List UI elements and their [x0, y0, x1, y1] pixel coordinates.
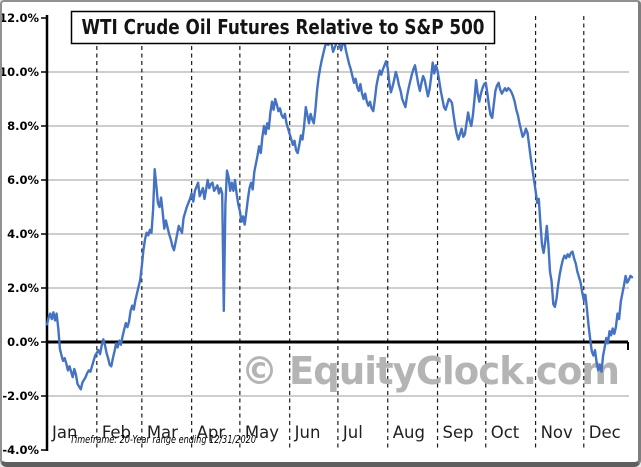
- y-tick-label: 8.0%: [7, 119, 39, 133]
- data-line-layer: [45, 38, 634, 391]
- y-tick-label: 0.0%: [7, 335, 39, 349]
- y-tick-label: 6.0%: [7, 173, 39, 187]
- x-month-label: Nov: [541, 423, 573, 442]
- wti-relative-sp500-line: [45, 38, 634, 391]
- chart-title: WTI Crude Oil Futures Relative to S&P 50…: [82, 15, 485, 39]
- title-box: WTI Crude Oil Futures Relative to S&P 50…: [70, 10, 496, 45]
- title-box-frame: [70, 10, 496, 45]
- month-dividers-layer: [96, 16, 585, 450]
- x-month-label: Jan: [51, 423, 77, 442]
- x-month-label: Jul: [342, 423, 363, 442]
- x-month-label: Sep: [443, 423, 474, 442]
- y-tick-label: -4.0%: [2, 443, 39, 457]
- x-month-label: Apr: [197, 423, 226, 442]
- axis-labels-layer: 12.0% 10.0% 8.0% 6.0% 4.0% 2.0% 0.0% -2.0% -4.0%…: [2, 11, 621, 457]
- x-month-label: Mar: [147, 423, 178, 442]
- y-tick-label: 4.0%: [7, 227, 39, 241]
- timeframe-footnote: Timeframe: 20-Year range ending 12/31/20…: [70, 433, 256, 446]
- y-tick-label: -2.0%: [2, 389, 39, 403]
- equityclock-watermark: © EquityClock.com: [241, 349, 619, 393]
- x-month-label: Jun: [294, 423, 321, 442]
- axes-layer: [41, 15, 629, 451]
- x-month-label: Dec: [589, 423, 621, 442]
- x-month-label: Aug: [393, 423, 425, 442]
- x-month-label: May: [245, 423, 279, 442]
- y-tick-label: 10.0%: [2, 65, 39, 79]
- x-month-label: Oct: [491, 423, 520, 442]
- x-month-label: Feb: [102, 423, 131, 442]
- seasonality-chart-canvas: © EquityClock.com WTI Crude Oil Futures …: [2, 10, 634, 457]
- y-tick-label: 12.0%: [2, 11, 39, 25]
- y-tick-label: 2.0%: [7, 281, 39, 295]
